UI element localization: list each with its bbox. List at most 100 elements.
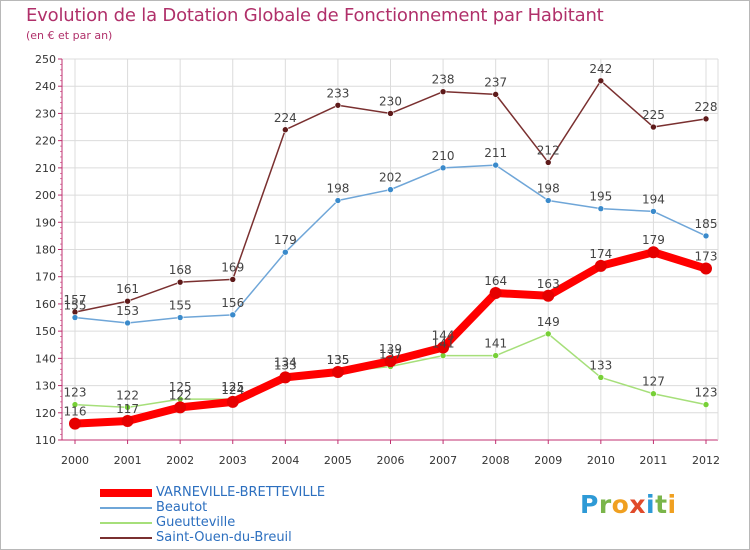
legend-label: Gueutteville [156, 515, 236, 530]
data-point [542, 289, 555, 302]
data-label: 224 [274, 111, 297, 125]
data-label: 135 [326, 353, 349, 367]
data-label: 233 [326, 86, 349, 100]
y-tick-label: 150 [35, 325, 56, 338]
data-point [437, 341, 450, 354]
data-label: 125 [169, 380, 192, 394]
x-tick-label: 2002 [166, 454, 194, 467]
data-label: 122 [169, 388, 192, 402]
data-point [700, 262, 712, 275]
legend-item: Saint-Ouen-du-Breuil [100, 530, 292, 546]
data-label: 211 [484, 146, 507, 160]
data-point [176, 314, 184, 321]
data-label: 237 [484, 75, 507, 89]
y-tick-label: 210 [35, 162, 56, 175]
chart-title: Evolution de la Dotation Globale de Fonc… [26, 5, 604, 26]
data-point [439, 164, 447, 172]
data-label: 210 [432, 149, 455, 163]
data-point [282, 126, 289, 134]
chart-subtitle: (en € et par an) [26, 29, 113, 42]
data-point [334, 101, 342, 109]
data-point [439, 352, 447, 359]
data-label: 230 [379, 94, 402, 108]
x-tick-label: 2008 [482, 454, 510, 467]
data-label: 153 [116, 304, 139, 318]
data-label: 137 [379, 348, 402, 362]
y-tick-label: 180 [35, 244, 56, 257]
data-label: 155 [169, 299, 192, 313]
data-label: 238 [432, 73, 455, 87]
data-point [597, 374, 605, 381]
data-label: 225 [642, 108, 665, 122]
data-point [597, 205, 605, 212]
data-point [384, 355, 397, 368]
y-tick-label: 230 [35, 107, 56, 120]
data-label: 169 [221, 260, 244, 274]
data-label: 123 [64, 386, 87, 400]
proxiti-logo: Proxiti [580, 490, 677, 519]
y-tick-label: 240 [35, 80, 56, 93]
data-point [226, 395, 239, 408]
data-label: 185 [695, 217, 718, 231]
data-point [544, 159, 552, 166]
legend-item: VARNEVILLE-BRETTEVILLE [100, 485, 325, 501]
data-label: 161 [116, 282, 139, 296]
data-label: 133 [589, 358, 612, 372]
y-tick-label: 190 [35, 216, 56, 229]
data-label: 194 [642, 192, 665, 206]
data-point [279, 371, 292, 384]
data-point [334, 197, 342, 204]
data-point [229, 276, 237, 283]
data-label: 141 [432, 337, 455, 351]
data-label: 139 [379, 342, 402, 356]
data-label: 198 [537, 182, 560, 196]
data-label: 202 [379, 171, 402, 185]
legend-swatch [100, 507, 152, 509]
data-label: 242 [589, 62, 612, 76]
legend-item: Beautot [100, 500, 207, 516]
data-point [492, 91, 499, 98]
data-label: 116 [64, 405, 87, 419]
legend-swatch [100, 537, 152, 539]
x-tick-label: 2010 [587, 454, 615, 467]
data-point [387, 110, 394, 117]
x-tick-label: 2000 [61, 454, 89, 467]
x-tick-label: 2005 [324, 454, 352, 467]
data-label: 155 [64, 299, 87, 313]
legend-label: VARNEVILLE-BRETTEVILLE [156, 485, 326, 500]
x-tick-label: 2001 [114, 454, 142, 467]
data-label: 198 [326, 182, 349, 196]
y-tick-label: 250 [35, 53, 56, 66]
y-tick-label: 200 [35, 189, 56, 202]
data-label: 179 [274, 233, 297, 247]
data-point [439, 88, 447, 95]
data-point [174, 401, 187, 414]
data-point [544, 197, 552, 204]
data-point [387, 186, 394, 193]
data-label: 163 [537, 277, 560, 291]
data-label: 157 [64, 293, 87, 307]
data-point [594, 259, 607, 272]
data-point [71, 401, 79, 408]
data-label: 127 [642, 375, 665, 389]
data-label: 117 [116, 402, 139, 416]
data-label: 124 [221, 383, 244, 397]
data-label: 212 [537, 143, 560, 157]
data-point [597, 77, 605, 85]
data-label: 164 [484, 274, 507, 288]
data-label: 156 [221, 296, 244, 310]
data-label: 168 [169, 263, 192, 277]
data-label: 135 [326, 353, 349, 367]
legend-swatch [100, 522, 152, 524]
data-point [71, 314, 79, 321]
data-label: 125 [221, 380, 244, 394]
y-tick-label: 220 [35, 135, 56, 148]
data-label: 141 [484, 337, 507, 351]
x-tick-label: 2009 [534, 454, 562, 467]
data-label: 173 [695, 250, 718, 264]
data-label: 134 [274, 356, 297, 370]
data-label: 149 [537, 315, 560, 329]
x-tick-label: 2012 [692, 454, 720, 467]
data-point [650, 123, 657, 131]
y-tick-label: 160 [35, 298, 56, 311]
